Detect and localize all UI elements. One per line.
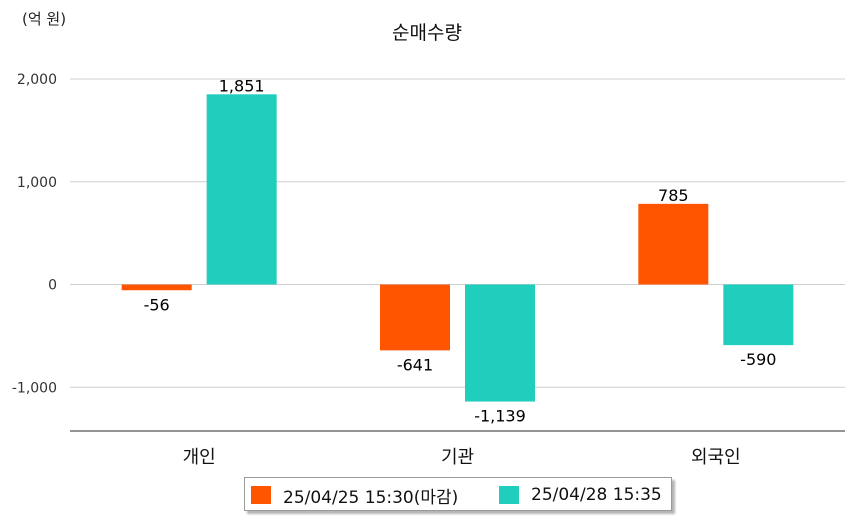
bar	[206, 94, 277, 285]
bar	[638, 203, 709, 285]
data-label: 785	[658, 186, 689, 205]
bar	[465, 284, 535, 402]
legend-item-series-2[interactable]: 25/04/28 15:35	[499, 484, 662, 506]
chart-title: 순매수량	[392, 22, 462, 44]
legend-swatch-series-2	[499, 486, 519, 504]
legend-label-series-2: 25/04/28 15:35	[531, 485, 662, 505]
legend-swatch-series-1	[251, 486, 271, 504]
x-tick-label: 기관	[441, 447, 474, 468]
x-tick-label: 개인	[183, 447, 216, 468]
x-tick-label: 외국인	[691, 447, 741, 468]
data-label: -56	[144, 295, 170, 314]
unit-label: (억 원)	[22, 10, 67, 28]
y-tick-label: -1,000	[12, 380, 57, 396]
y-tick-label: 0	[48, 278, 57, 294]
data-label: -1,139	[474, 407, 526, 426]
y-tick-label: 2,000	[17, 72, 57, 88]
bar	[723, 284, 794, 346]
legend-item-series-1[interactable]: 25/04/25 15:30(마감)	[251, 484, 459, 508]
legend-label-series-1: 25/04/25 15:30(마감)	[283, 487, 459, 508]
data-label: -590	[740, 350, 776, 369]
bar	[121, 284, 192, 291]
y-tick-label: 1,000	[17, 175, 57, 191]
data-label: -641	[397, 355, 433, 374]
data-label: 1,851	[219, 76, 265, 95]
bar	[380, 284, 450, 351]
legend: 25/04/25 15:30(마감) 25/04/28 15:35	[244, 477, 672, 511]
